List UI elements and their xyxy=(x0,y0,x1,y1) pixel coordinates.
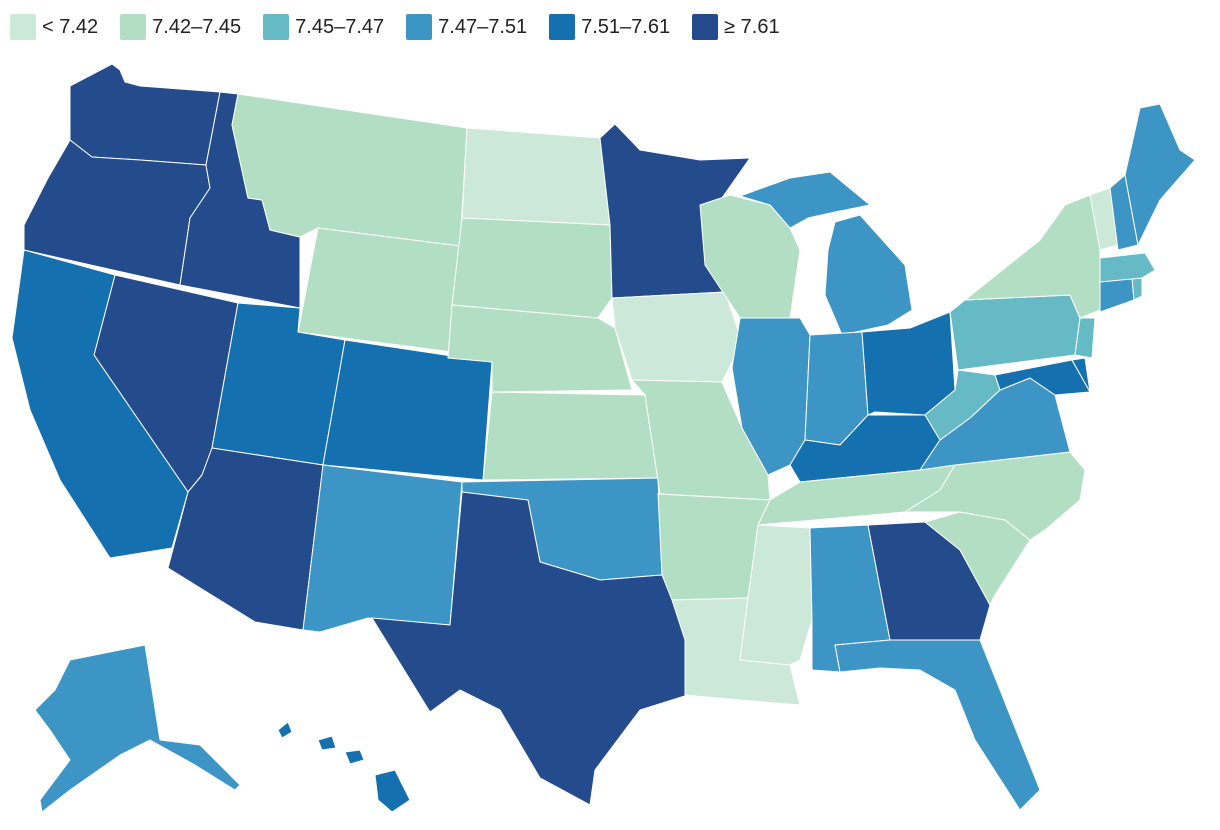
legend-label-bin-4: 7.51–7.61 xyxy=(581,15,671,38)
legend-item-bin-0[interactable]: < 7.42 xyxy=(10,14,98,40)
state-DE[interactable] xyxy=(1071,357,1091,393)
legend-swatch-bin-3 xyxy=(406,14,433,40)
legend-label-bin-2: 7.45–7.47 xyxy=(295,15,385,38)
state-SD[interactable] xyxy=(451,217,613,319)
legend-swatch-bin-5 xyxy=(692,14,719,40)
state-WY[interactable] xyxy=(297,227,461,353)
state-KS[interactable] xyxy=(482,391,659,481)
map-legend: < 7.42 7.42–7.45 7.45–7.47 7.47–7.51 7.5… xyxy=(10,12,802,42)
state-NM[interactable] xyxy=(302,464,463,633)
legend-item-bin-3[interactable]: 7.47–7.51 xyxy=(406,14,527,40)
state-ME[interactable] xyxy=(1124,103,1196,246)
state-NJ[interactable] xyxy=(1074,317,1096,359)
state-CT[interactable] xyxy=(1099,277,1135,313)
state-FL[interactable] xyxy=(834,639,1041,811)
state-WI[interactable] xyxy=(699,194,801,319)
state-CO[interactable] xyxy=(322,339,493,481)
state-AK[interactable] xyxy=(34,644,241,813)
state-ND[interactable] xyxy=(461,127,611,226)
legend-label-bin-5: ≥ 7.61 xyxy=(724,15,780,38)
legend-swatch-bin-4 xyxy=(549,14,576,40)
state-MO[interactable] xyxy=(631,379,771,501)
legend-label-bin-0: < 7.42 xyxy=(42,15,99,38)
state-PA[interactable] xyxy=(949,294,1081,371)
state-MI[interactable] xyxy=(739,171,913,336)
legend-swatch-bin-1 xyxy=(120,14,147,40)
legend-swatch-bin-2 xyxy=(263,14,290,40)
legend-item-bin-2[interactable]: 7.45–7.47 xyxy=(263,14,384,40)
state-NE[interactable] xyxy=(447,304,633,393)
state-CA[interactable] xyxy=(11,249,189,559)
state-RI[interactable] xyxy=(1131,277,1143,301)
legend-label-bin-3: 7.47–7.51 xyxy=(438,15,528,38)
legend-item-bin-1[interactable]: 7.42–7.45 xyxy=(120,14,241,40)
legend-swatch-bin-0 xyxy=(10,14,36,40)
legend-item-bin-5[interactable]: ≥ 7.61 xyxy=(692,14,780,40)
legend-label-bin-1: 7.42–7.45 xyxy=(152,15,242,38)
state-WA[interactable] xyxy=(69,63,221,166)
state-NC[interactable] xyxy=(904,451,1086,541)
state-HI[interactable] xyxy=(277,721,411,813)
state-IA[interactable] xyxy=(611,291,743,383)
state-MA[interactable] xyxy=(1099,252,1156,283)
state-TX[interactable] xyxy=(371,491,689,806)
legend-item-bin-4[interactable]: 7.51–7.61 xyxy=(549,14,670,40)
